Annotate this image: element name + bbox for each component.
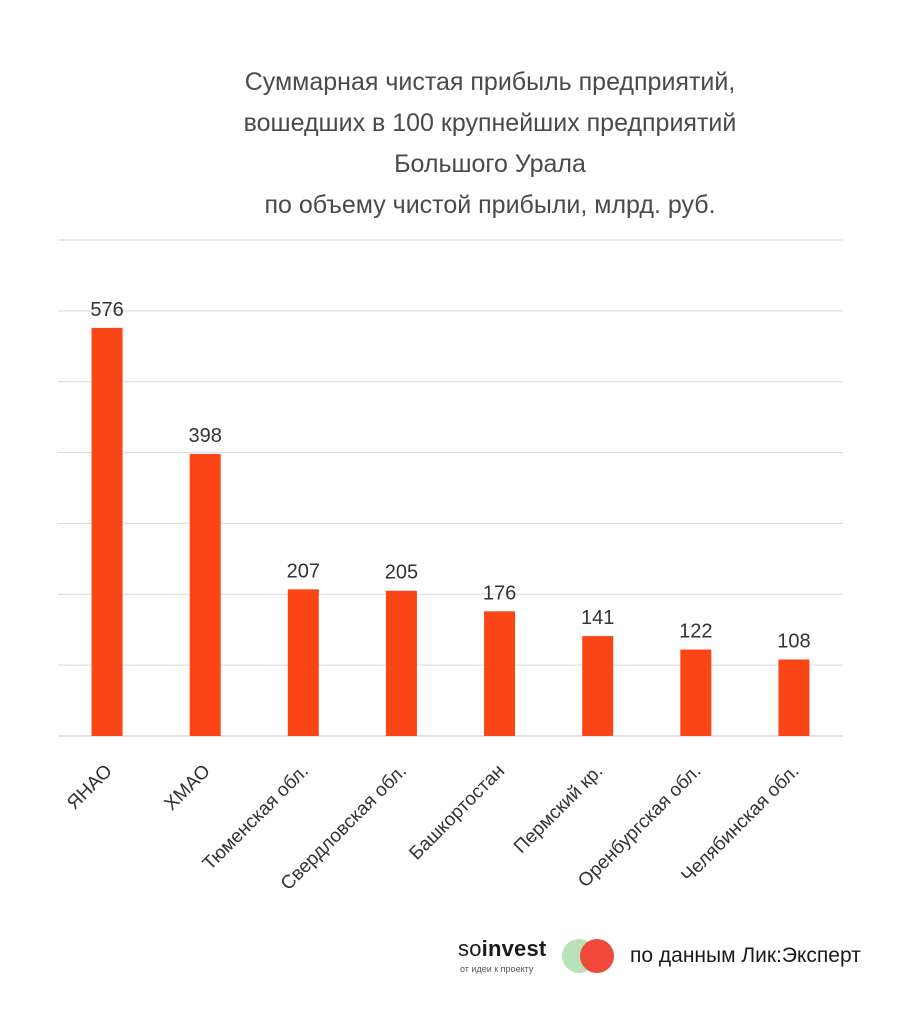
bar-value-label: 207 <box>287 560 320 582</box>
bar <box>582 636 614 736</box>
chart-title-line: Суммарная чистая прибыль предприятий, <box>244 68 736 96</box>
logo-red-circle-icon <box>580 939 614 973</box>
bar-value-label: 176 <box>483 582 516 604</box>
category-label: ХМАО <box>161 761 215 815</box>
data-source: по данным Лик:Эксперт <box>630 944 861 967</box>
logo-circles-icon <box>562 939 614 975</box>
category-label: Пермский кр. <box>510 761 607 858</box>
bar-value-label: 122 <box>679 621 712 643</box>
chart-title-line: по объему чистой прибыли, млрд. руб. <box>264 191 716 219</box>
bar <box>189 453 221 736</box>
gridlines <box>58 239 843 737</box>
bar-value-label: 205 <box>385 562 418 584</box>
bar <box>91 327 123 736</box>
bar-value-label: 576 <box>90 299 123 321</box>
footer: soinvest от идеи к проекту по данным Лик… <box>458 934 908 994</box>
bar <box>287 589 319 736</box>
bar <box>778 659 810 736</box>
bar <box>680 649 712 736</box>
category-label: Тюменская обл. <box>199 761 313 875</box>
bar-value-label: 141 <box>581 607 614 629</box>
logo: soinvest <box>458 936 546 962</box>
bars <box>91 327 810 736</box>
logo-tagline: от идеи к проекту <box>460 964 534 974</box>
chart-title: Суммарная чистая прибыль предприятий, во… <box>0 62 913 226</box>
bar <box>385 590 417 736</box>
logo-invest: invest <box>481 936 547 961</box>
bar-value-label: 398 <box>189 425 222 447</box>
category-label: Башкортостан <box>405 761 509 865</box>
category-label: ЯНАО <box>63 761 116 814</box>
chart-title-line: вошедших в 100 крупнейших предприятий <box>243 109 737 137</box>
bar <box>484 611 516 736</box>
chart-title-line: Большого Урала <box>394 150 586 178</box>
value-labels: 576 398 207 205 176 141 122 108 <box>90 299 810 653</box>
logo-so: so <box>458 936 482 961</box>
bar-value-label: 108 <box>777 630 810 652</box>
